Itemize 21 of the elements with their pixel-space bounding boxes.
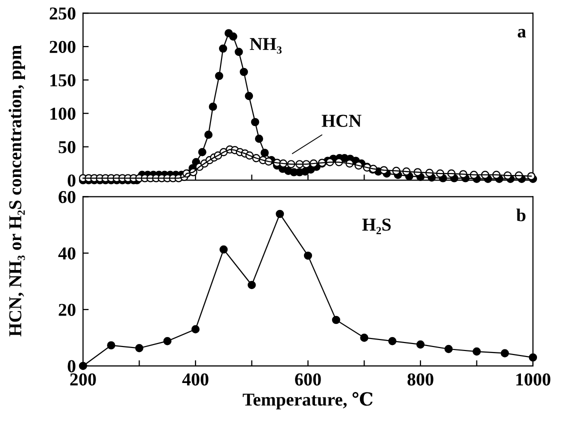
x-axis-title: Temperature, ℃ [242,392,373,410]
y-tick-label: 60 [58,190,76,204]
y-tick-label: 40 [58,247,76,260]
y-tick-label: 150 [50,74,76,86]
x-tick-label: 800 [408,373,434,386]
y-tick-label: 200 [50,40,76,53]
series-label: NH₃ [250,38,282,54]
annotation: a [518,28,526,38]
annotation: b [516,208,526,222]
y-tick-label: 100 [50,108,76,120]
y-axis-title: HCN, NH₃ or H₂S concentration, ppm [8,45,26,336]
x-tick-label: 1000 [516,373,550,386]
series-label: HCN [322,114,362,127]
y-tick-label: 0 [68,360,76,372]
x-tick-label: 400 [182,373,208,386]
x-tick-label: 600 [295,373,321,386]
y-tick-label: 20 [58,304,76,316]
text: H₂S [362,218,391,234]
y-tick-label: 50 [58,141,76,154]
y-tick-label: 250 [50,7,76,20]
y-tick-label: 0 [68,174,76,187]
